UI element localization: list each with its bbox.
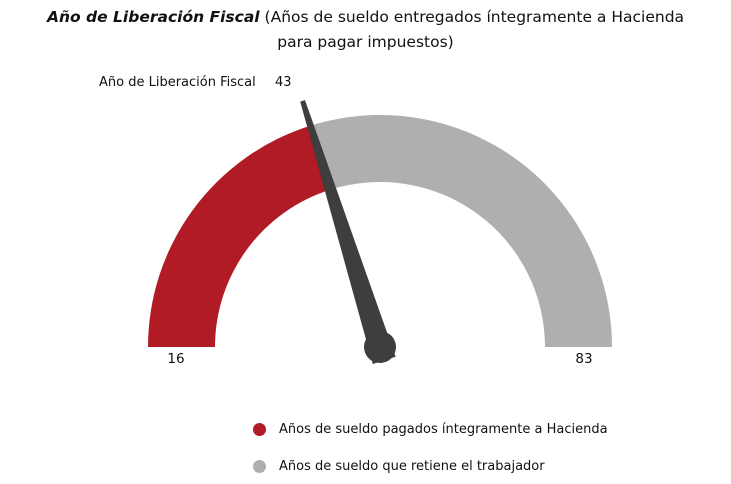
chart-title-line2: para pagar impuestos): [277, 32, 454, 51]
legend: Años de sueldo pagados íntegramente a Ha…: [253, 421, 608, 484]
chart-title-line1: Año de Liberación Fiscal (Años de sueldo…: [16, 5, 716, 30]
gauge-segment-taxes: [148, 125, 331, 347]
chart-title-rest: (Años de sueldo entregados íntegramente …: [259, 8, 685, 26]
legend-label-taxes: Años de sueldo pagados íntegramente a Ha…: [279, 421, 608, 437]
gauge-needle-hub: [364, 331, 396, 363]
legend-item-worker: Años de sueldo que retiene el trabajador: [253, 458, 608, 474]
gauge-segment-worker: [310, 114, 612, 347]
gauge-label: Año de Liberación Fiscal: [99, 75, 256, 90]
gauge-min-label: 16: [167, 351, 184, 367]
legend-label-worker: Años de sueldo que retiene el trabajador: [279, 458, 545, 474]
gauge-max-label: 83: [575, 351, 592, 367]
legend-dot-gray: [253, 459, 266, 473]
gauge-value: 43: [275, 75, 292, 90]
gauge-needle: [300, 100, 396, 364]
legend-item-taxes: Años de sueldo pagados íntegramente a Ha…: [253, 421, 608, 437]
legend-dot-red: [253, 422, 266, 436]
chart-title: Año de Liberación Fiscal (Años de sueldo…: [16, 5, 716, 55]
chart-title-emphasis: Año de Liberación Fiscal: [46, 8, 260, 26]
